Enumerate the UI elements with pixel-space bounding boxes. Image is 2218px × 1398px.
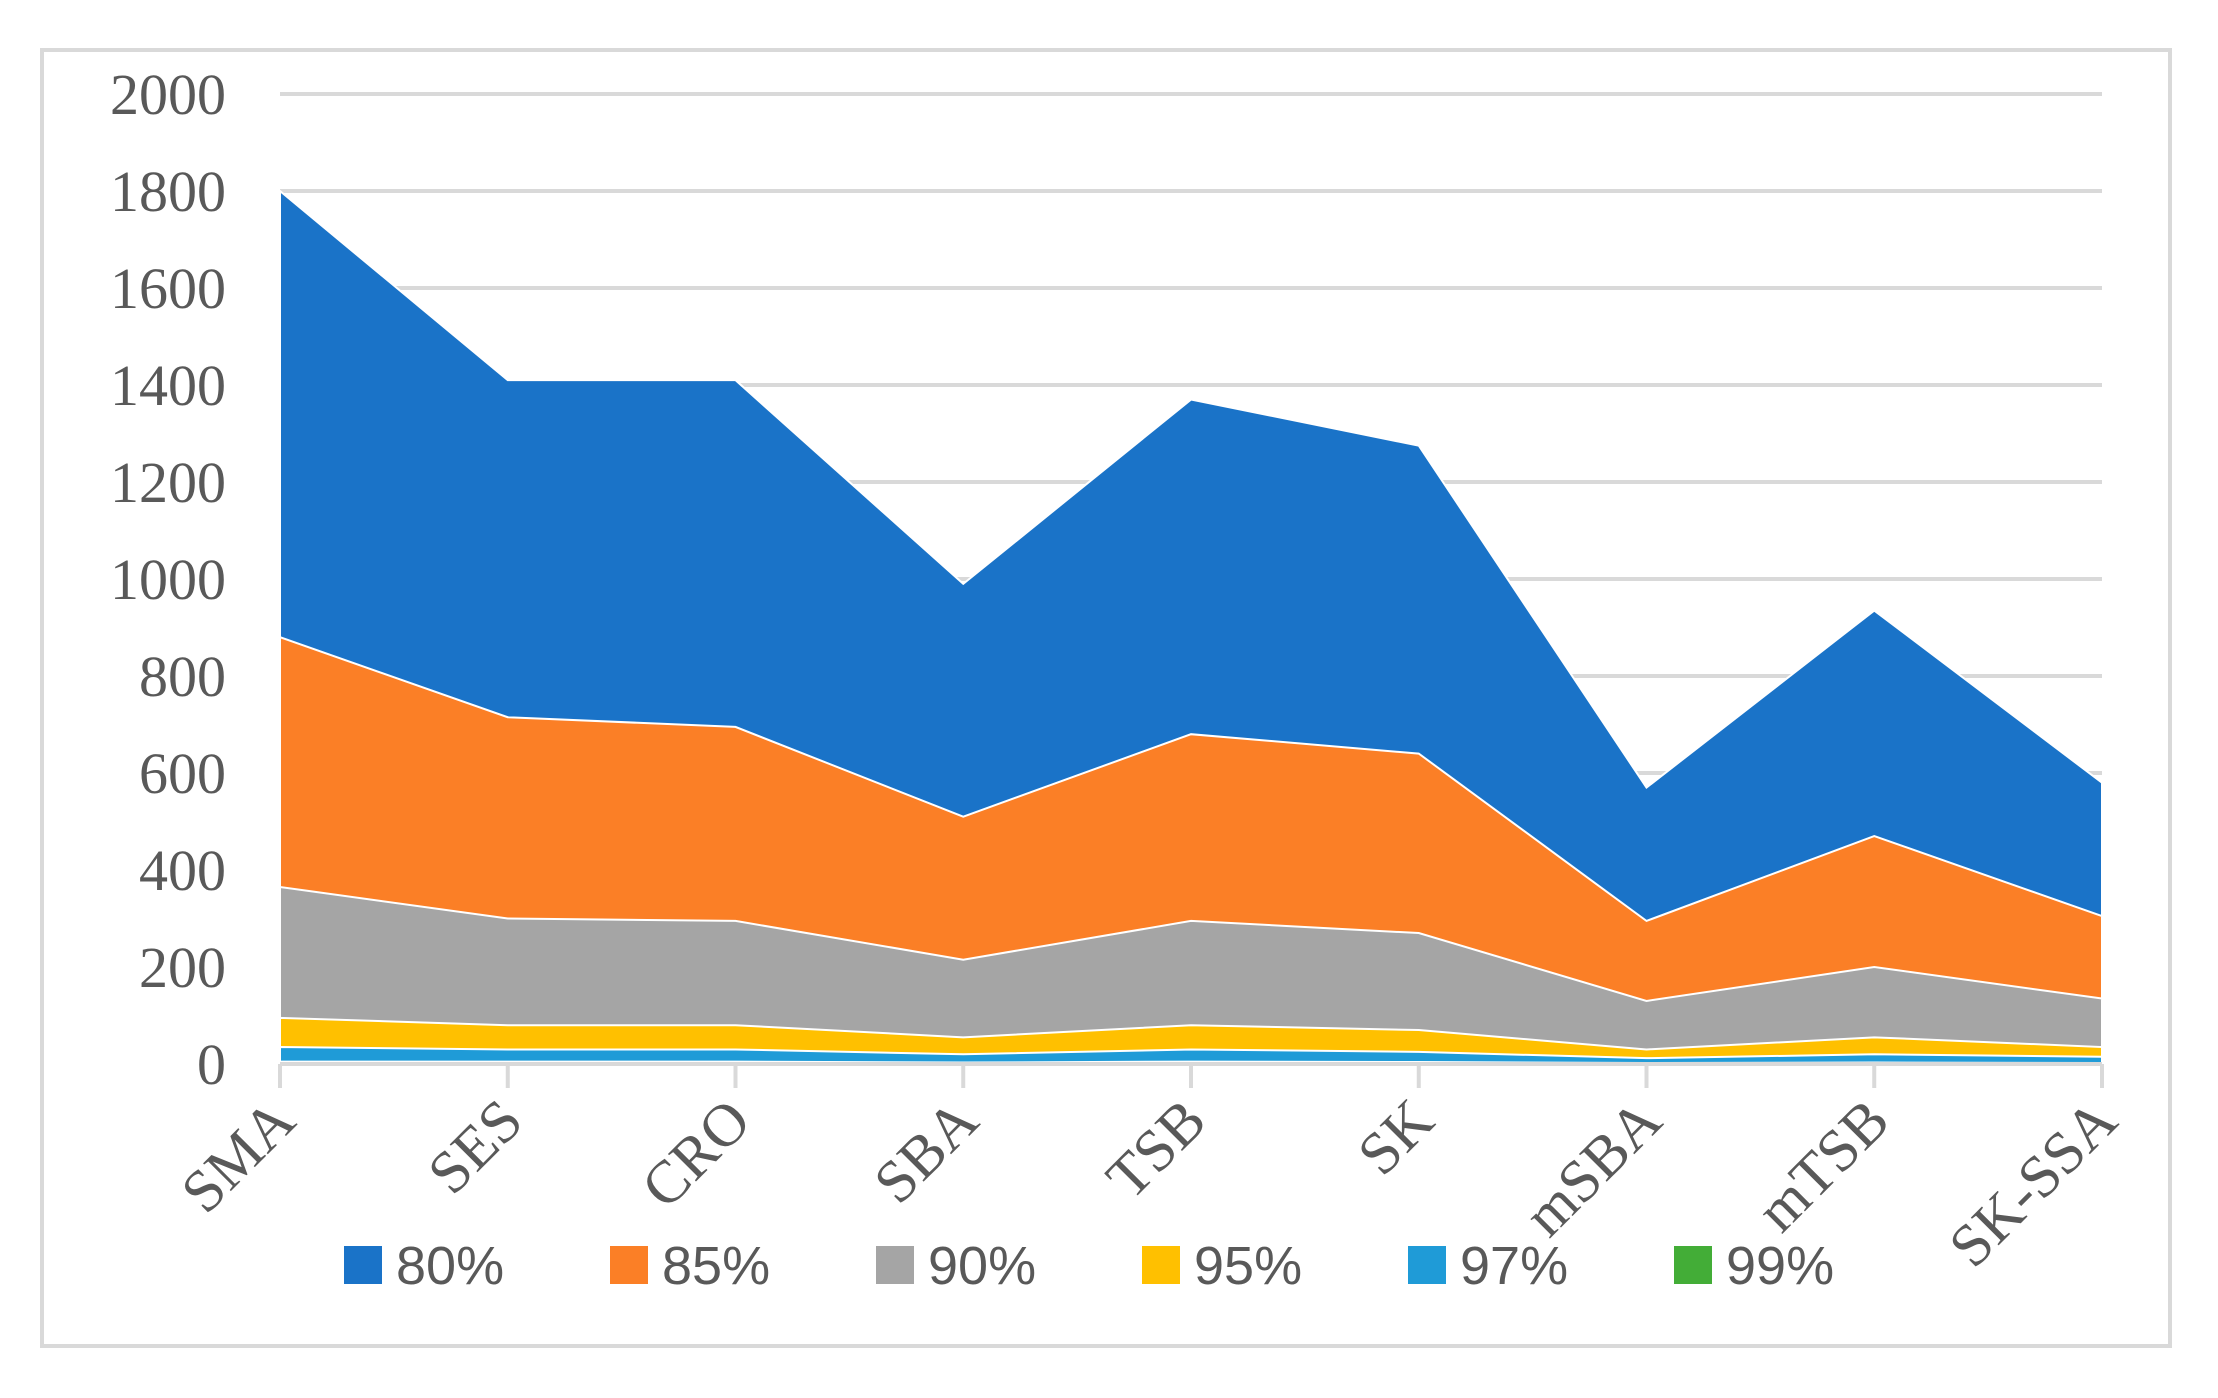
y-tick-label: 800 (139, 644, 226, 709)
legend-label: 80% (396, 1236, 504, 1296)
y-axis-ticks: 0 200 400 600 800 1000 1200 1400 1600 1800 2000 (110, 62, 226, 1097)
legend-label: 95% (1194, 1236, 1302, 1296)
y-tick-label: 1400 (110, 353, 226, 418)
legend-swatch (876, 1246, 914, 1284)
legend-label: 90% (928, 1236, 1036, 1296)
x-tick-label: SK-SSA (1936, 1087, 2129, 1280)
legend-swatch (610, 1246, 648, 1284)
x-tick-label: mTSB (1744, 1087, 1901, 1244)
y-tick-label: 1800 (110, 159, 226, 224)
legend-label: 85% (662, 1236, 770, 1296)
area-series-90pct (279, 885, 2103, 1065)
y-tick-label: 2000 (110, 62, 226, 127)
legend-item: 97% (1408, 1236, 1568, 1296)
legend-label: 99% (1726, 1236, 1834, 1296)
y-tick-label: 1000 (110, 547, 226, 612)
y-tick-label: 1600 (110, 256, 226, 321)
legend-swatch (344, 1246, 382, 1284)
y-tick-label: 400 (139, 838, 226, 903)
legend-item: 80% (344, 1236, 504, 1296)
legend-swatch (1408, 1246, 1446, 1284)
axes (278, 1062, 2104, 1088)
chart-frame: 0 200 400 600 800 1000 1200 1400 1600 1800 2000 SM… (40, 48, 2172, 1348)
x-tick-label: mSBA (1511, 1087, 1673, 1249)
legend-swatch (1142, 1246, 1180, 1284)
area-chart: 0 200 400 600 800 1000 1200 1400 1600 1800 2000 SM… (110, 62, 2129, 1296)
legend-item: 95% (1142, 1236, 1302, 1296)
legend-label: 97% (1460, 1236, 1568, 1296)
x-tick-label: SMA (169, 1087, 308, 1226)
x-tick-label: SK (1345, 1087, 1446, 1188)
x-tick-label: CRO (629, 1087, 763, 1221)
area-series-97pct (279, 1046, 2103, 1065)
legend-item: 90% (876, 1236, 1036, 1296)
x-tick-label: SES (415, 1087, 535, 1207)
y-tick-label: 0 (197, 1032, 226, 1097)
data-areas (279, 188, 2103, 1065)
y-tick-label: 600 (139, 741, 226, 806)
x-tick-label: TSB (1094, 1087, 1218, 1211)
y-tick-label: 200 (139, 935, 226, 1000)
legend-swatch (1674, 1246, 1712, 1284)
legend-item: 85% (610, 1236, 770, 1296)
legend: 80% 85% 90% 95% 97% 99% (344, 1236, 1834, 1296)
y-tick-label: 1200 (110, 450, 226, 515)
legend-item: 99% (1674, 1236, 1834, 1296)
x-tick-label: SBA (861, 1087, 990, 1216)
